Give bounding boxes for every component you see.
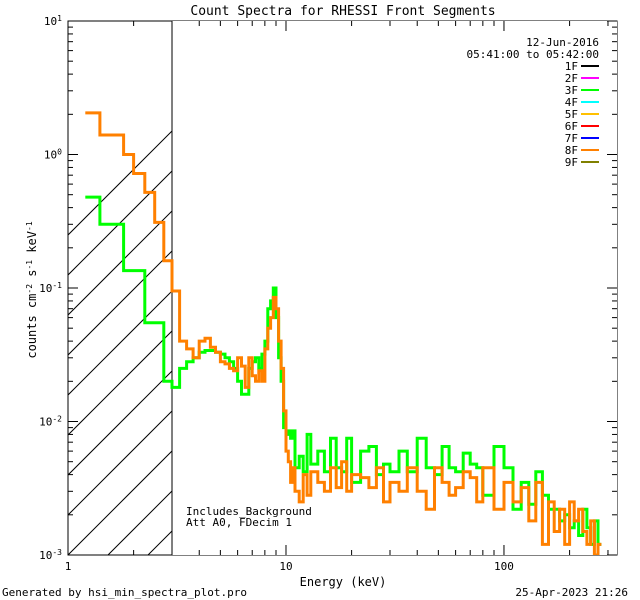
annotation-background: Includes_Background	[186, 505, 312, 518]
plot-area	[67, 20, 618, 556]
legend-label: 7F	[565, 132, 578, 145]
y-tick-label: 10-1	[39, 281, 62, 296]
y-tick-label: 10-2	[39, 414, 62, 429]
footer-timestamp: 25-Apr-2023 21:26	[515, 586, 628, 599]
y-tick-label: 100	[44, 147, 62, 162]
y-axis-label: counts cm-2 s-1 keV-1	[25, 221, 40, 358]
chart-title: Count Spectra for RHESSI Front Segments	[190, 4, 495, 19]
legend-label: 6F	[565, 120, 578, 133]
legend-label: 3F	[565, 84, 578, 97]
legend-label: 5F	[565, 108, 578, 121]
x-tick-label: 100	[494, 560, 514, 573]
time-range-label: 05:41:00 to 05:42:00	[467, 48, 599, 61]
series-8F-line	[85, 111, 602, 555]
y-tick-label: 101	[44, 14, 62, 29]
y-tick-labels: 101 100 10-1 10-2 10-3	[39, 14, 62, 563]
series-layer	[85, 111, 602, 555]
x-tick-label: 10	[279, 560, 292, 573]
legend-label: 8F	[565, 144, 578, 157]
legend-label: 4F	[565, 96, 578, 109]
generated-by: Generated by hsi_min_spectra_plot.pro	[2, 586, 247, 599]
hatch-mask	[172, 21, 617, 555]
annotation-attenuator: Att A0, FDecim 1	[186, 516, 292, 529]
date-label: 12-Jun-2016	[526, 36, 599, 49]
legend-label: 2F	[565, 72, 578, 85]
hatched-region	[68, 21, 617, 555]
x-tick-label: 1	[65, 560, 72, 573]
x-axis-label: Energy (keV)	[300, 575, 387, 589]
y-tick-label: 10-3	[39, 548, 62, 563]
legend-label: 9F	[565, 156, 578, 169]
x-tick-labels: 1 10 100	[65, 560, 514, 573]
axis-ticks	[67, 20, 617, 556]
legend-label: 1F	[565, 60, 578, 73]
